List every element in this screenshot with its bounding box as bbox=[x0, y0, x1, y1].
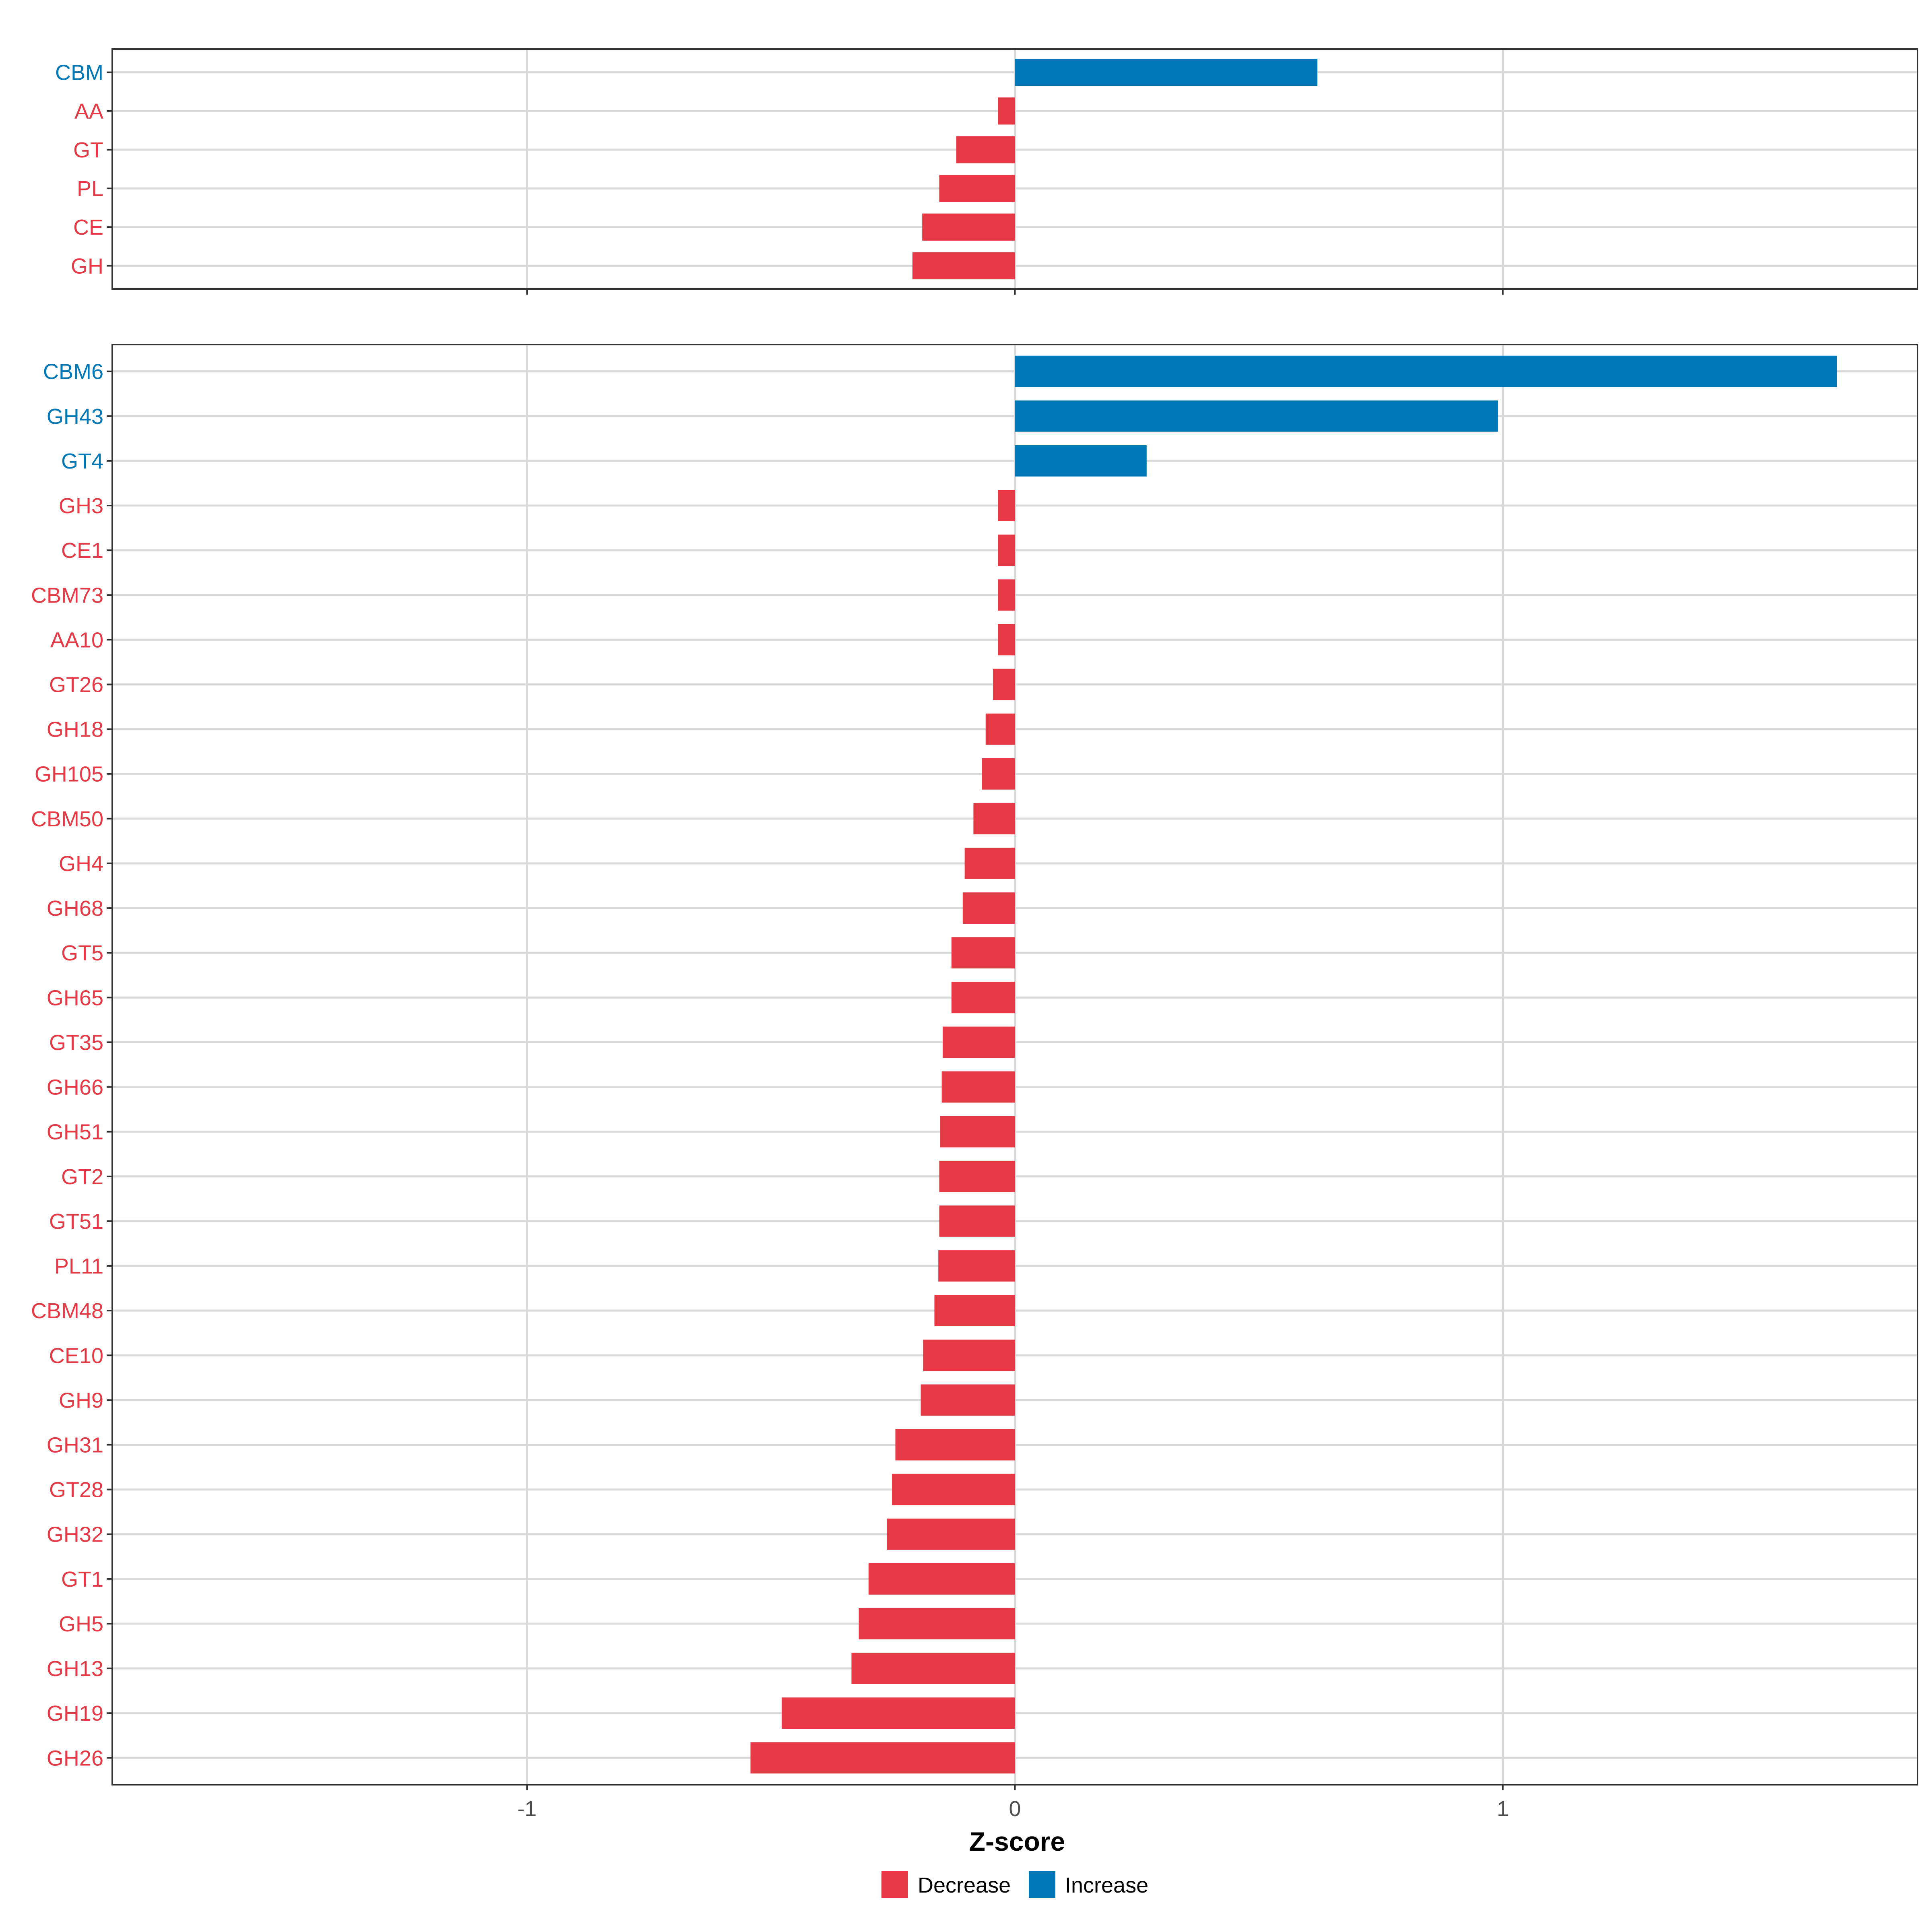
bar-gh43 bbox=[1015, 400, 1498, 432]
category-label: GT26 bbox=[49, 673, 103, 697]
category-label: GH68 bbox=[47, 896, 103, 921]
legend-key-decrease bbox=[881, 1871, 908, 1898]
bar-gh5 bbox=[859, 1608, 1015, 1639]
category-label: GT4 bbox=[61, 449, 103, 473]
category-label: GH51 bbox=[47, 1120, 103, 1144]
category-label: GT51 bbox=[49, 1210, 103, 1234]
category-label: CBM48 bbox=[31, 1299, 103, 1323]
category-label: CBM50 bbox=[31, 807, 103, 831]
category-label: GT28 bbox=[49, 1478, 103, 1502]
bar-gh105 bbox=[982, 758, 1015, 790]
bar-gh bbox=[912, 252, 1015, 279]
bar-ce bbox=[922, 213, 1015, 241]
bar-gh3 bbox=[998, 490, 1015, 521]
x-tick-label: 1 bbox=[1497, 1797, 1509, 1821]
bar-ce10 bbox=[923, 1340, 1015, 1371]
bar-gh31 bbox=[895, 1429, 1015, 1461]
category-label: GH5 bbox=[59, 1612, 103, 1636]
bar-gh51 bbox=[940, 1116, 1015, 1148]
category-label: CBM73 bbox=[31, 583, 103, 607]
bar-gt1 bbox=[868, 1563, 1015, 1595]
bar-gh18 bbox=[985, 713, 1015, 745]
bar-gh4 bbox=[964, 848, 1015, 879]
legend-label-decrease: Decrease bbox=[918, 1873, 1011, 1897]
bar-gh19 bbox=[782, 1697, 1015, 1729]
bar-gt26 bbox=[993, 669, 1015, 700]
bar-aa bbox=[998, 97, 1015, 125]
category-label: CE1 bbox=[61, 539, 103, 563]
category-label: GH9 bbox=[59, 1388, 103, 1412]
category-label: GH13 bbox=[47, 1657, 103, 1681]
category-label: GT5 bbox=[61, 941, 103, 965]
x-axis-title: Z-score bbox=[969, 1827, 1065, 1856]
category-label: PL bbox=[77, 177, 103, 201]
category-label: GH32 bbox=[47, 1523, 103, 1547]
category-label: GH4 bbox=[59, 852, 103, 876]
legend-key-increase bbox=[1029, 1871, 1055, 1898]
category-label: GT35 bbox=[49, 1030, 103, 1055]
category-label: GH43 bbox=[47, 405, 103, 429]
category-label: GH66 bbox=[47, 1075, 103, 1100]
bar-gt35 bbox=[943, 1026, 1015, 1058]
bar-gt2 bbox=[939, 1160, 1015, 1192]
x-axis: -1 0 1 bbox=[517, 1797, 1509, 1821]
bar-pl11 bbox=[938, 1250, 1015, 1282]
category-label: GH3 bbox=[59, 494, 103, 518]
category-label: GT bbox=[73, 138, 103, 162]
x-tick-label: -1 bbox=[517, 1797, 537, 1821]
bar-aa10 bbox=[998, 624, 1015, 656]
category-label: PL11 bbox=[54, 1254, 103, 1278]
bar-cbm73 bbox=[998, 579, 1015, 611]
bar-gh68 bbox=[962, 892, 1015, 924]
bar-gh66 bbox=[941, 1071, 1015, 1103]
bar-cbm6 bbox=[1015, 355, 1837, 387]
bar-cbm bbox=[1015, 59, 1318, 86]
legend: Decrease Increase bbox=[881, 1871, 1148, 1898]
category-label: GH26 bbox=[47, 1746, 103, 1770]
bar-cbm50 bbox=[973, 803, 1015, 834]
bar-gt4 bbox=[1015, 445, 1147, 477]
category-label: AA10 bbox=[50, 628, 103, 652]
bar-gt51 bbox=[939, 1205, 1015, 1237]
category-label: CE bbox=[73, 215, 103, 239]
bar-gh9 bbox=[921, 1384, 1015, 1416]
category-label: GH31 bbox=[47, 1433, 103, 1457]
bar-gt28 bbox=[892, 1474, 1015, 1505]
bar-gh32 bbox=[887, 1518, 1015, 1550]
category-label: GH bbox=[71, 254, 103, 278]
panel-top: CBM AA GT PL CE GH bbox=[55, 48, 1918, 295]
category-label: GT1 bbox=[61, 1567, 103, 1591]
bar-gh65 bbox=[951, 982, 1015, 1013]
bar-gh13 bbox=[851, 1653, 1015, 1684]
bar-ce1 bbox=[998, 535, 1015, 566]
category-label: CBM6 bbox=[43, 360, 103, 384]
bar-gt5 bbox=[951, 937, 1015, 969]
category-label: GH18 bbox=[47, 718, 103, 742]
category-label: GH105 bbox=[35, 762, 103, 786]
category-label: GH65 bbox=[47, 986, 103, 1010]
bar-gh26 bbox=[750, 1742, 1015, 1774]
panels: CBM AA GT PL CE GH CBM6 GH43 GT4 GH3 CE1 CBM73 AA10 G… bbox=[31, 48, 1918, 1790]
bar-pl bbox=[939, 175, 1015, 202]
x-tick-label: 0 bbox=[1009, 1797, 1021, 1821]
category-label: CE10 bbox=[49, 1344, 103, 1368]
panel-bottom: CBM6 GH43 GT4 GH3 CE1 CBM73 AA10 GT26 GH18 GH105 C… bbox=[31, 344, 1918, 1790]
category-label: GH19 bbox=[47, 1701, 103, 1726]
category-label: GT2 bbox=[61, 1165, 103, 1189]
category-label: AA bbox=[74, 99, 103, 124]
category-label: CBM bbox=[55, 61, 103, 85]
legend-label-increase: Increase bbox=[1065, 1873, 1148, 1897]
bar-gt bbox=[956, 136, 1015, 163]
bar-cbm48 bbox=[934, 1295, 1015, 1327]
